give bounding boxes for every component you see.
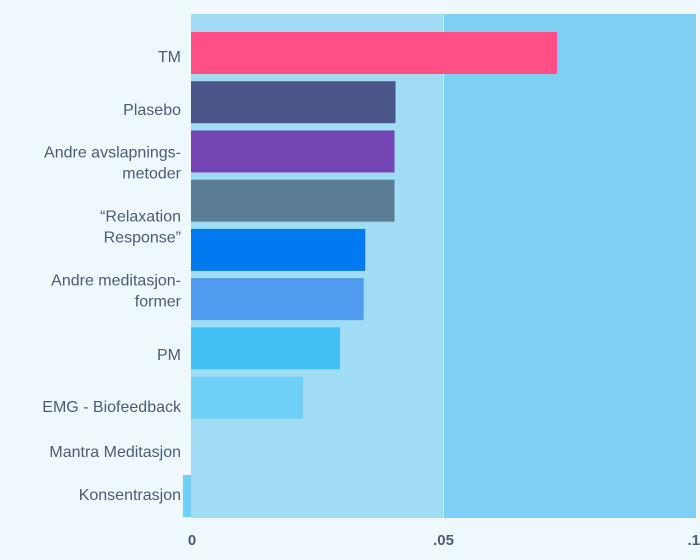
category-label: “Relaxation Response” bbox=[100, 209, 181, 247]
bar bbox=[191, 228, 366, 271]
bar bbox=[191, 376, 304, 419]
category-label: Konsentrasjon bbox=[79, 487, 181, 504]
bar bbox=[191, 81, 396, 124]
x-tick-label: 0 bbox=[188, 532, 196, 549]
category-label: Mantra Meditasjon bbox=[49, 444, 181, 461]
category-label: Andre meditasjon-former bbox=[51, 273, 182, 311]
bars bbox=[182, 32, 558, 517]
bar bbox=[191, 179, 395, 222]
x-axis-ticks: 0 .05 .1 bbox=[188, 532, 700, 549]
category-label: Plasebo bbox=[123, 102, 181, 119]
background-band bbox=[443, 14, 696, 518]
category-label: EMG - Biofeedback bbox=[42, 399, 182, 416]
x-tick-label: .05 bbox=[433, 532, 454, 549]
category-label: PM bbox=[157, 347, 181, 364]
category-labels: TM Plasebo Andre avslapnings-metoder “Relax… bbox=[42, 49, 182, 504]
bar bbox=[191, 278, 364, 321]
bar bbox=[191, 32, 558, 74]
category-label: TM bbox=[158, 49, 181, 66]
bar bbox=[191, 130, 395, 173]
category-label: Andre avslapnings-metoder bbox=[44, 145, 182, 183]
bar bbox=[182, 475, 191, 517]
bar bbox=[191, 327, 340, 370]
x-tick-label: .1 bbox=[687, 532, 700, 549]
